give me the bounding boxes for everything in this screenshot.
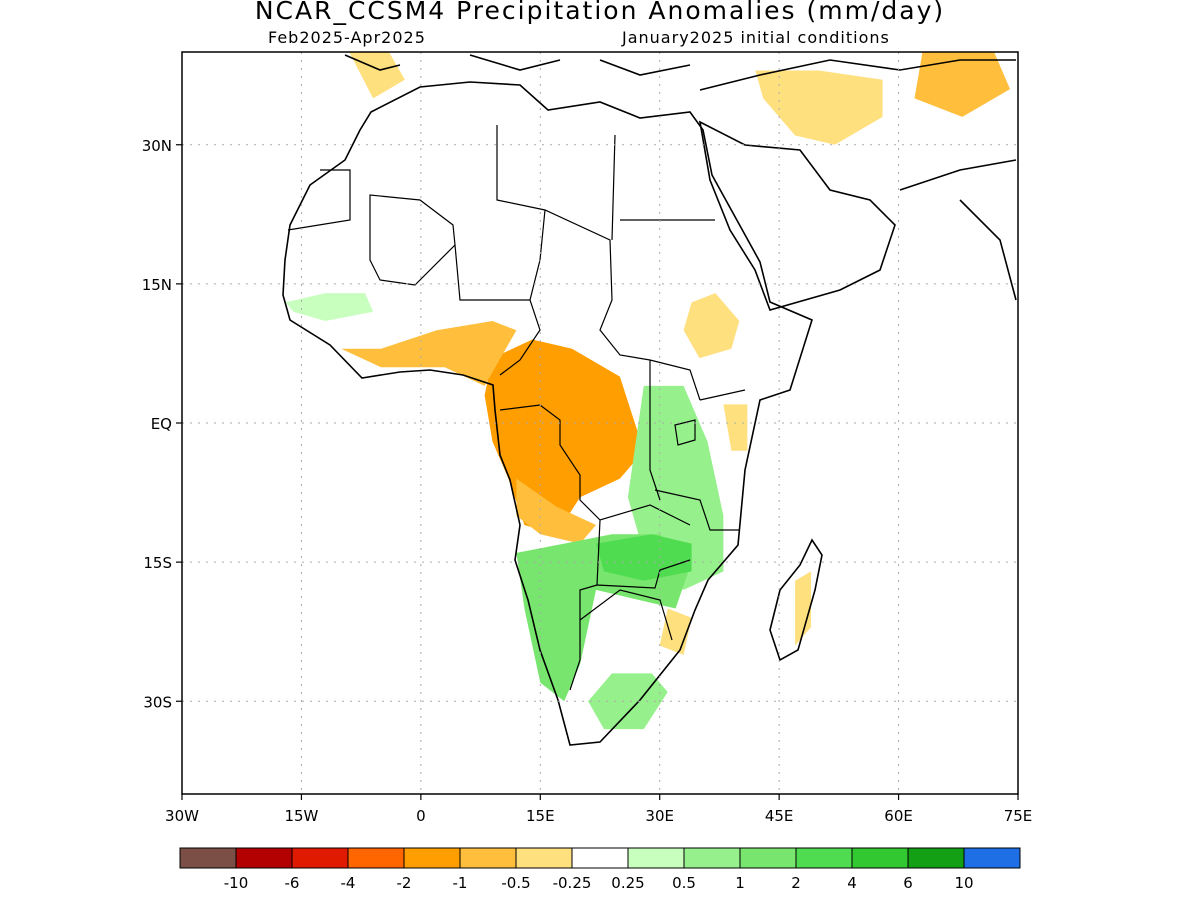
colorbar-swatch	[683, 847, 741, 869]
anomaly-west-africa-dry	[341, 321, 517, 386]
colorbar-label: -1	[453, 874, 468, 892]
longitude-axis: 30W 15W 0 15E 30E 45E 60E 75E	[165, 794, 1032, 825]
anomaly-zambia-wet	[596, 534, 692, 581]
anomaly-iran-dry	[914, 52, 1010, 117]
colorbar-swatch	[403, 847, 461, 869]
colorbar-label: 4	[847, 874, 857, 892]
colorbar-label: -6	[285, 874, 300, 892]
colorbar-swatch	[851, 847, 909, 869]
africa-coastline	[282, 81, 813, 746]
arabia-coastline	[698, 120, 896, 311]
middle-east-coast	[699, 59, 1017, 301]
initial-conditions: January2025 initial conditions	[622, 28, 890, 47]
lon-tick-label: 15E	[526, 807, 555, 825]
coastlines-and-borders	[282, 54, 1017, 746]
madagascar-coastline	[769, 538, 823, 662]
lat-tick-label: 15N	[142, 276, 172, 294]
anomaly-middle-east-dry	[755, 70, 883, 145]
lat-tick-label: 30N	[142, 137, 172, 155]
colorbar-swatch	[739, 847, 797, 869]
anomaly-south-africa-wet	[588, 673, 668, 730]
colorbar-swatch	[347, 847, 405, 869]
lon-tick-label: 30E	[645, 807, 674, 825]
anomaly-sahel-wet	[285, 293, 374, 321]
anomaly-kenya-dry	[723, 404, 748, 451]
colorbar-label: 10	[954, 874, 973, 892]
anomaly-madagascar-dry	[795, 571, 811, 646]
color-legend-bar: -10 -6 -4 -2 -1 -0.5 -0.25 0.25 0.5 1 2 4 6 10	[179, 847, 1021, 892]
colorbar-swatch	[907, 847, 965, 869]
map-title: NCAR_CCSM4 Precipitation Anomalies (mm/d…	[254, 0, 946, 25]
colorbar-swatch	[515, 847, 573, 869]
colorbar-label: -0.5	[501, 874, 530, 892]
colorbar-swatch	[795, 847, 853, 869]
anomaly-north-africa-dry	[349, 52, 405, 99]
colorbar-label: -4	[341, 874, 356, 892]
country-borders	[287, 125, 746, 701]
colorbar-swatch	[459, 847, 517, 869]
colorbar-label: 0.25	[611, 874, 644, 892]
colorbar-label: 6	[903, 874, 913, 892]
grid-lines	[182, 52, 1018, 794]
lake-victoria	[674, 419, 696, 446]
colorbar-label: -0.25	[553, 874, 592, 892]
lon-tick-label: 60E	[884, 807, 913, 825]
colorbar-swatch	[571, 847, 629, 869]
colorbar-label: 1	[735, 874, 745, 892]
lon-tick-label: 0	[416, 807, 426, 825]
latitude-axis: 30N 15N EQ 15S 30S	[142, 137, 182, 711]
lat-tick-label: 15S	[143, 554, 172, 572]
lat-tick-label: EQ	[151, 415, 172, 433]
anomaly-mozambique-dry	[659, 608, 692, 655]
anomaly-ethiopia-dry	[683, 293, 740, 359]
colorbar-swatch	[627, 847, 685, 869]
colorbar-label: -10	[224, 874, 249, 892]
colorbar-swatch	[179, 847, 237, 869]
colorbar-label: 0.5	[672, 874, 696, 892]
colorbar-swatch	[291, 847, 349, 869]
lon-tick-label: 15W	[284, 807, 318, 825]
colorbar-label: 2	[791, 874, 801, 892]
lon-tick-label: 75E	[1004, 807, 1033, 825]
forecast-period: Feb2025-Apr2025	[268, 28, 426, 47]
lon-tick-label: 30W	[165, 807, 199, 825]
anomaly-shading	[285, 52, 1010, 730]
anomaly-angola-dry	[516, 478, 596, 544]
europe-coastline	[344, 54, 691, 76]
lon-tick-label: 45E	[765, 807, 794, 825]
colorbar-label: -2	[397, 874, 412, 892]
lat-tick-label: 30S	[143, 693, 172, 711]
colorbar-swatch	[963, 847, 1021, 869]
colorbar-swatch	[235, 847, 293, 869]
